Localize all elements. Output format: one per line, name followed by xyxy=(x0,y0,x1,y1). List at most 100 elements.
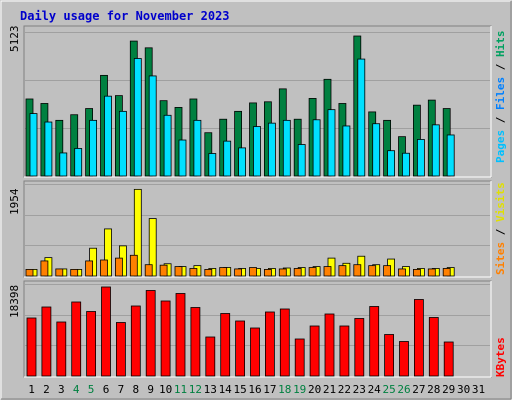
bar-files-day-14 xyxy=(223,140,232,177)
bar-kbytes-day-13 xyxy=(205,336,216,377)
x-tick-day-3: 3 xyxy=(58,383,65,396)
bar-files-day-22 xyxy=(342,125,351,177)
bar-files-day-1 xyxy=(29,113,38,177)
bar-files-day-27 xyxy=(416,139,425,177)
bar-hits-day-15 xyxy=(234,110,243,177)
bar-files-day-17 xyxy=(267,122,276,177)
bar-files-day-3 xyxy=(59,152,68,177)
bar-sites-day-15 xyxy=(234,268,243,277)
x-tick-day-1: 1 xyxy=(28,383,35,396)
legend-visits: Visits xyxy=(494,182,507,222)
bar-kbytes-day-10 xyxy=(160,300,171,377)
legend-separator: / xyxy=(494,57,507,77)
bar-visits-day-6 xyxy=(104,228,112,277)
bar-sites-day-25 xyxy=(383,265,392,277)
x-tick-day-7: 7 xyxy=(118,383,125,396)
middle-ymax-label: 1954 xyxy=(8,188,21,215)
middle-legend: Sites / Visits xyxy=(494,182,507,275)
x-tick-day-22: 22 xyxy=(338,383,351,396)
bar-files-day-11 xyxy=(178,139,187,177)
x-tick-day-5: 5 xyxy=(88,383,95,396)
bar-files-day-4 xyxy=(74,148,83,177)
bar-sites-day-26 xyxy=(398,268,406,277)
bar-sites-day-3 xyxy=(55,268,64,277)
bar-files-day-7 xyxy=(119,110,127,177)
legend-files: Files xyxy=(494,77,507,110)
bar-kbytes-day-9 xyxy=(145,290,156,377)
bar-sites-day-2 xyxy=(40,260,49,277)
bar-files-day-18 xyxy=(282,119,291,177)
bar-kbytes-day-1 xyxy=(26,317,37,377)
legend-sites: Sites xyxy=(494,242,507,275)
x-tick-day-19: 19 xyxy=(293,383,306,396)
x-tick-day-24: 24 xyxy=(368,383,382,396)
x-tick-day-31: 31 xyxy=(472,383,485,396)
x-tick-day-8: 8 xyxy=(132,383,139,396)
x-tick-day-15: 15 xyxy=(233,383,246,396)
x-tick-day-26: 26 xyxy=(397,383,410,396)
bottom-legend: KBytes xyxy=(494,337,507,377)
bottom-ymax-label: 18398 xyxy=(8,285,21,318)
bar-sites-day-16 xyxy=(249,267,257,277)
legend-kbytes: KBytes xyxy=(494,337,507,377)
x-tick-day-9: 9 xyxy=(147,383,154,396)
bar-kbytes-day-17 xyxy=(264,311,275,377)
legend-separator: / xyxy=(494,222,507,242)
x-tick-day-18: 18 xyxy=(278,383,291,396)
x-tick-day-17: 17 xyxy=(263,383,276,396)
bar-files-day-8 xyxy=(133,58,142,177)
bar-visits-day-9 xyxy=(148,218,157,277)
bar-kbytes-day-24 xyxy=(369,306,380,377)
bar-kbytes-day-26 xyxy=(399,341,409,377)
bar-sites-day-27 xyxy=(412,269,421,277)
bar-kbytes-day-11 xyxy=(175,293,186,377)
bar-kbytes-day-29 xyxy=(443,341,454,377)
bar-files-day-23 xyxy=(357,58,366,177)
bar-sites-day-21 xyxy=(323,266,332,277)
bar-kbytes-day-2 xyxy=(41,306,52,377)
bar-kbytes-day-12 xyxy=(190,307,201,377)
bar-files-day-5 xyxy=(89,119,97,177)
bar-files-day-2 xyxy=(44,121,53,177)
bar-sites-day-1 xyxy=(25,269,34,277)
x-tick-day-10: 10 xyxy=(159,383,172,396)
bar-sites-day-6 xyxy=(100,259,108,277)
bar-sites-day-28 xyxy=(427,268,436,277)
chart-title: Daily usage for November 2023 xyxy=(20,9,230,23)
x-tick-day-11: 11 xyxy=(174,383,187,396)
bar-sites-day-20 xyxy=(308,267,317,277)
x-tick-day-20: 20 xyxy=(308,383,321,396)
bar-sites-day-12 xyxy=(189,268,198,277)
x-tick-day-6: 6 xyxy=(103,383,110,396)
bar-sites-day-4 xyxy=(70,269,79,277)
bar-sites-day-24 xyxy=(368,265,377,277)
bar-sites-day-8 xyxy=(129,254,138,277)
bar-files-day-16 xyxy=(253,126,261,177)
x-tick-day-27: 27 xyxy=(412,383,425,396)
bar-sites-day-14 xyxy=(219,267,228,277)
x-tick-day-21: 21 xyxy=(323,383,336,396)
bar-kbytes-day-7 xyxy=(116,322,126,377)
bar-kbytes-day-16 xyxy=(250,327,260,377)
x-tick-day-16: 16 xyxy=(248,383,261,396)
bar-kbytes-day-28 xyxy=(428,317,439,377)
bar-sites-day-11 xyxy=(174,266,183,277)
bar-kbytes-day-21 xyxy=(324,313,335,377)
x-tick-day-30: 30 xyxy=(457,383,470,396)
bar-files-day-15 xyxy=(238,147,247,177)
bar-kbytes-day-15 xyxy=(235,320,246,377)
bar-kbytes-day-19 xyxy=(294,338,305,377)
bar-sites-day-18 xyxy=(278,268,287,277)
bar-sites-day-22 xyxy=(338,265,347,277)
bar-sites-day-17 xyxy=(263,269,272,277)
bar-files-day-9 xyxy=(148,75,157,177)
x-tick-day-13: 13 xyxy=(204,383,217,396)
x-tick-day-14: 14 xyxy=(219,383,233,396)
bar-sites-day-9 xyxy=(144,264,153,277)
bar-files-day-21 xyxy=(327,109,336,177)
bar-files-day-28 xyxy=(431,124,440,177)
x-tick-day-29: 29 xyxy=(442,383,455,396)
bar-files-day-24 xyxy=(372,123,381,177)
legend-separator: / xyxy=(494,110,507,130)
